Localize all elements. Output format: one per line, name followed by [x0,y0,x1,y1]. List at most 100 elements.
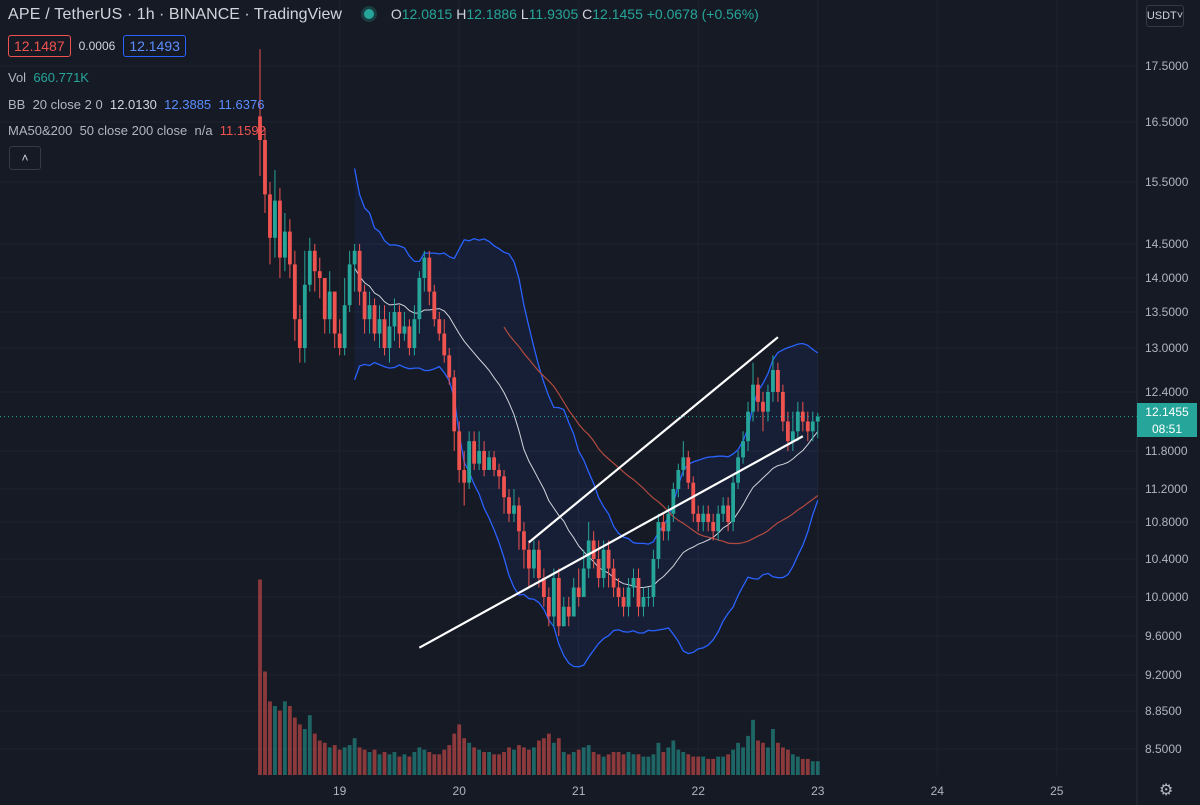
volume-bar [292,717,297,775]
candle-body [532,549,536,569]
price-tick-label: 10.0000 [1145,590,1189,604]
candle-body [352,250,357,265]
candle-body [502,476,506,498]
volume-bar [800,758,805,775]
volume-bar [726,754,731,775]
volume-bar [532,747,536,775]
interval-label[interactable]: 1h [136,6,155,23]
volume-bar [412,752,417,775]
time-tick-label: 24 [931,784,945,798]
settings-gear-icon[interactable]: ⚙ [1159,782,1174,799]
candle-body [696,513,701,522]
volume-bar [347,745,352,775]
candle-body [691,482,696,514]
volume-bar [746,735,750,775]
candle-body [815,416,820,422]
volume-bar [287,706,292,775]
volume-bar [327,747,332,775]
volume-bar [487,752,491,775]
candle-body [447,355,452,378]
volume-bar [273,706,277,775]
candle-body [527,549,531,569]
candle-body [377,319,382,334]
candle-body [616,587,621,597]
volume-bar [452,733,457,775]
volume-bar [716,756,721,775]
channel-trendline[interactable] [418,435,804,649]
bollinger-legend[interactable]: BB 20 close 2 0 12.0130 12.3885 11.6376 [8,97,265,112]
volume-bar [342,747,347,775]
volume-bar [322,742,327,775]
volume-bar [467,742,472,775]
candle-body [701,513,706,522]
volume-bar [522,747,526,775]
candle-body [711,522,716,532]
volume-bar [536,740,541,775]
candle-body [536,549,541,578]
volume-bar [761,742,765,775]
candle-body [556,578,561,627]
trend-channel[interactable] [418,336,804,649]
volume-bar [462,738,467,775]
candle-body [671,489,676,514]
candle-body [268,194,272,238]
sell-button[interactable]: 12.1487 [8,35,71,57]
volume-bar [392,752,397,775]
bollinger-basis-line [354,267,819,588]
candle-body [278,200,282,258]
volume-bar [357,747,362,775]
price-axis[interactable]: 17.5000 16.5000 15.5000 14.5000 14.0000 13.50… [1145,59,1189,756]
candle-body [551,578,556,617]
candle-body [716,513,721,532]
volume-bar [278,710,282,775]
volume-bar [422,749,427,775]
volume-bar [656,742,661,775]
volume-bar [302,729,307,775]
spread-value: 0.0006 [78,39,116,53]
candle-body [327,291,332,320]
channel-trendline[interactable] [528,336,779,544]
candle-body [487,457,491,470]
volume-bar [432,754,437,775]
candle-body [646,597,651,598]
candle-body [751,384,755,412]
candle-body [287,231,292,265]
candle-body [302,284,307,348]
candle-body [307,250,312,285]
candle-body [666,513,671,532]
last-price-value: 12.1455 [1145,405,1189,419]
symbol-title[interactable]: APE / TetherUS [8,6,123,23]
open-value: 12.0815 [401,6,453,22]
volume-bar [616,752,621,775]
volume-bar [457,724,462,775]
candle-body [492,457,496,470]
volume-bar [337,749,342,775]
candle-body [756,384,760,402]
collapse-legend-button[interactable]: ˄ [9,146,41,170]
buy-button[interactable]: 12.1493 [123,35,186,57]
ma-legend[interactable]: MA50&200 50 close 200 close n/a 11.1592 [8,123,266,138]
candle-body [273,200,277,238]
volume-bar [258,579,262,775]
volume-bar [482,752,486,775]
bb-lower-value: 11.6376 [218,97,265,112]
volume-legend[interactable]: Vol 660.771K [8,70,89,85]
candle-body [387,326,392,348]
volume-bar [815,761,820,775]
last-price-tag: 12.1455 08:51 [1137,403,1197,437]
candle-body [641,597,646,607]
volume-bar [721,756,726,775]
volume-bar [686,754,691,775]
ma2-value: 11.1592 [219,123,266,138]
volume-bar [397,756,402,775]
candle-body [402,326,407,334]
volume-bar [442,749,447,775]
currency-dropdown[interactable]: USDT ˅ [1146,5,1184,27]
price-tick-label: 11.8000 [1145,444,1188,458]
time-axis[interactable]: 19 20 21 22 23 24 25 [333,784,1064,798]
price-tick-label: 8.8500 [1145,704,1182,718]
price-tick-label: 17.5000 [1145,59,1189,73]
volume-bar [402,754,407,775]
volume-bar [631,754,636,775]
